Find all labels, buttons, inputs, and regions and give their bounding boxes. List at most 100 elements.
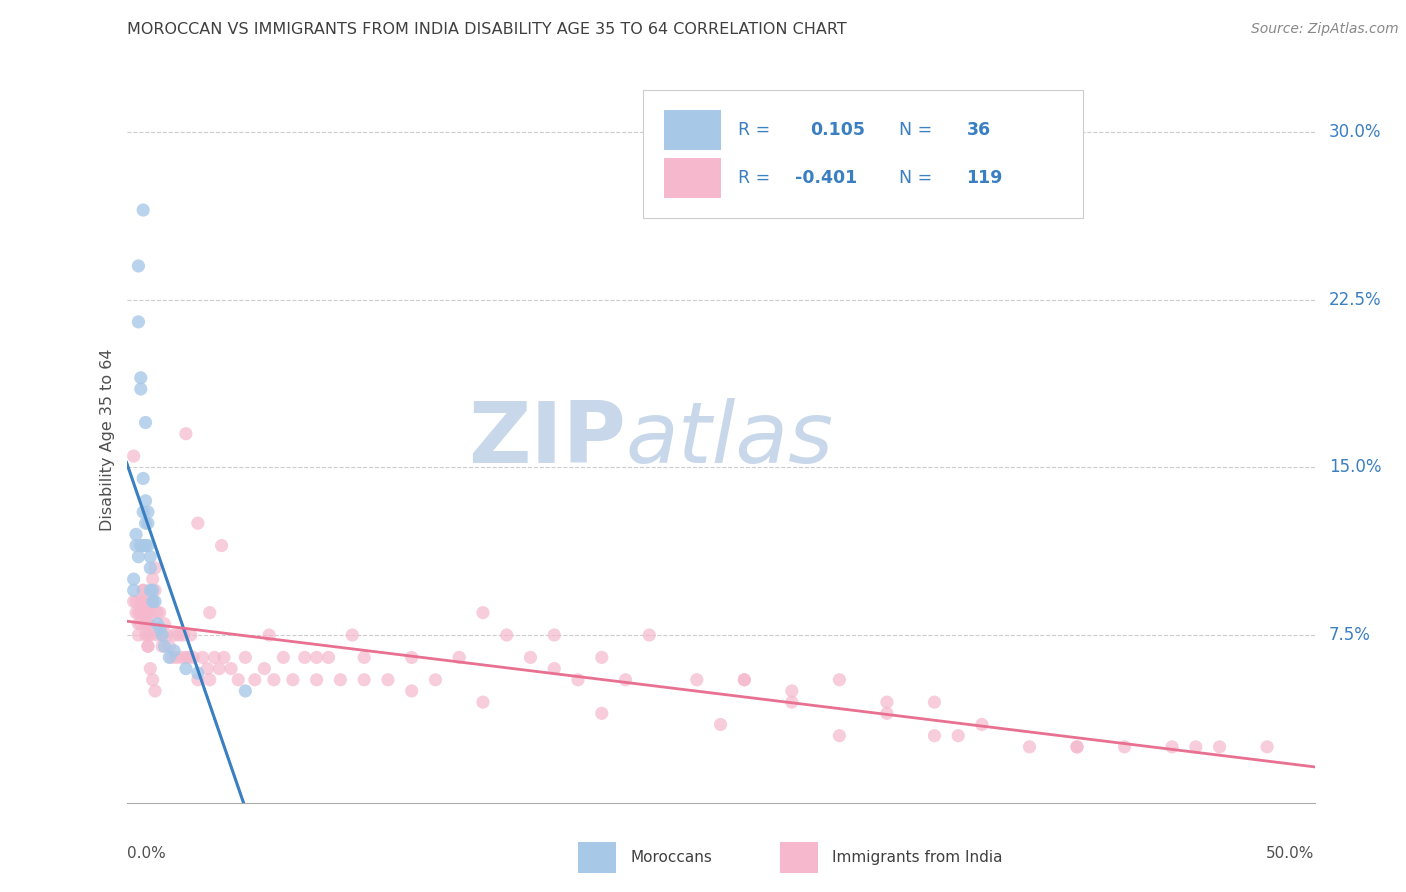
Point — [733, 673, 755, 687]
Text: 0.105: 0.105 — [810, 121, 865, 139]
Point — [136, 516, 159, 531]
Point — [1256, 739, 1278, 754]
Point — [519, 650, 541, 665]
Text: Source: ZipAtlas.com: Source: ZipAtlas.com — [1251, 22, 1399, 37]
Text: Immigrants from India: Immigrants from India — [832, 850, 1002, 865]
Point — [591, 706, 613, 721]
Point — [281, 673, 304, 687]
Point — [342, 628, 364, 642]
Point — [135, 616, 157, 631]
Point — [127, 315, 149, 329]
Point — [132, 202, 155, 217]
Point — [157, 639, 180, 653]
Point — [135, 594, 157, 608]
Point — [263, 673, 285, 687]
Point — [495, 628, 517, 642]
Text: atlas: atlas — [626, 398, 834, 481]
Point — [139, 628, 162, 642]
Text: 22.5%: 22.5% — [1329, 291, 1382, 309]
Point — [449, 650, 471, 665]
Point — [243, 673, 266, 687]
Point — [970, 717, 993, 731]
Point — [127, 616, 149, 631]
Point — [174, 426, 197, 441]
Point — [780, 684, 803, 698]
Point — [150, 628, 173, 642]
Point — [212, 650, 235, 665]
Point — [143, 684, 166, 698]
Point — [129, 594, 152, 608]
Text: MOROCCAN VS IMMIGRANTS FROM INDIA DISABILITY AGE 35 TO 64 CORRELATION CHART: MOROCCAN VS IMMIGRANTS FROM INDIA DISABI… — [127, 22, 846, 37]
Point — [139, 549, 162, 564]
Point — [165, 650, 187, 665]
Point — [174, 662, 197, 676]
Point — [135, 493, 157, 508]
Point — [353, 650, 375, 665]
Text: N =: N = — [898, 169, 938, 186]
Point — [543, 628, 565, 642]
Point — [127, 606, 149, 620]
Point — [170, 650, 193, 665]
Point — [318, 650, 340, 665]
Point — [135, 539, 157, 553]
Point — [149, 621, 172, 635]
Point — [219, 662, 242, 676]
Point — [127, 259, 149, 273]
Point — [132, 539, 155, 553]
Text: Moroccans: Moroccans — [630, 850, 713, 865]
Point — [149, 606, 172, 620]
Point — [146, 606, 169, 620]
Point — [208, 662, 231, 676]
Point — [191, 650, 214, 665]
Point — [876, 695, 898, 709]
Point — [198, 606, 221, 620]
FancyBboxPatch shape — [644, 90, 1083, 218]
Point — [125, 606, 148, 620]
Point — [1208, 739, 1230, 754]
Point — [253, 662, 276, 676]
Point — [136, 639, 159, 653]
Point — [472, 695, 495, 709]
Point — [305, 650, 328, 665]
Point — [163, 628, 186, 642]
Point — [1018, 739, 1040, 754]
Point — [233, 684, 256, 698]
Point — [401, 684, 423, 698]
Point — [129, 606, 152, 620]
Point — [125, 594, 148, 608]
Text: 0.0%: 0.0% — [127, 847, 166, 862]
Point — [127, 628, 149, 642]
Point — [686, 673, 709, 687]
Point — [129, 382, 152, 396]
Point — [129, 616, 152, 631]
Text: R =: R = — [738, 169, 776, 186]
Point — [132, 583, 155, 598]
Point — [177, 650, 200, 665]
Point — [127, 549, 149, 564]
Point — [150, 628, 173, 642]
Point — [156, 628, 179, 642]
Point — [329, 673, 352, 687]
Point — [122, 449, 145, 463]
Point — [143, 583, 166, 598]
Point — [153, 639, 176, 653]
Point — [195, 662, 218, 676]
Point — [136, 539, 159, 553]
Point — [198, 673, 221, 687]
Point — [181, 650, 204, 665]
Point — [142, 572, 165, 586]
Point — [143, 594, 166, 608]
Point — [132, 471, 155, 485]
Point — [150, 639, 173, 653]
Point — [591, 650, 613, 665]
Point — [187, 673, 209, 687]
Text: 7.5%: 7.5% — [1329, 626, 1371, 644]
Point — [180, 628, 202, 642]
FancyBboxPatch shape — [780, 842, 818, 872]
Point — [377, 673, 399, 687]
Point — [122, 572, 145, 586]
Point — [204, 650, 226, 665]
Point — [828, 729, 851, 743]
Point — [780, 695, 803, 709]
Point — [273, 650, 295, 665]
